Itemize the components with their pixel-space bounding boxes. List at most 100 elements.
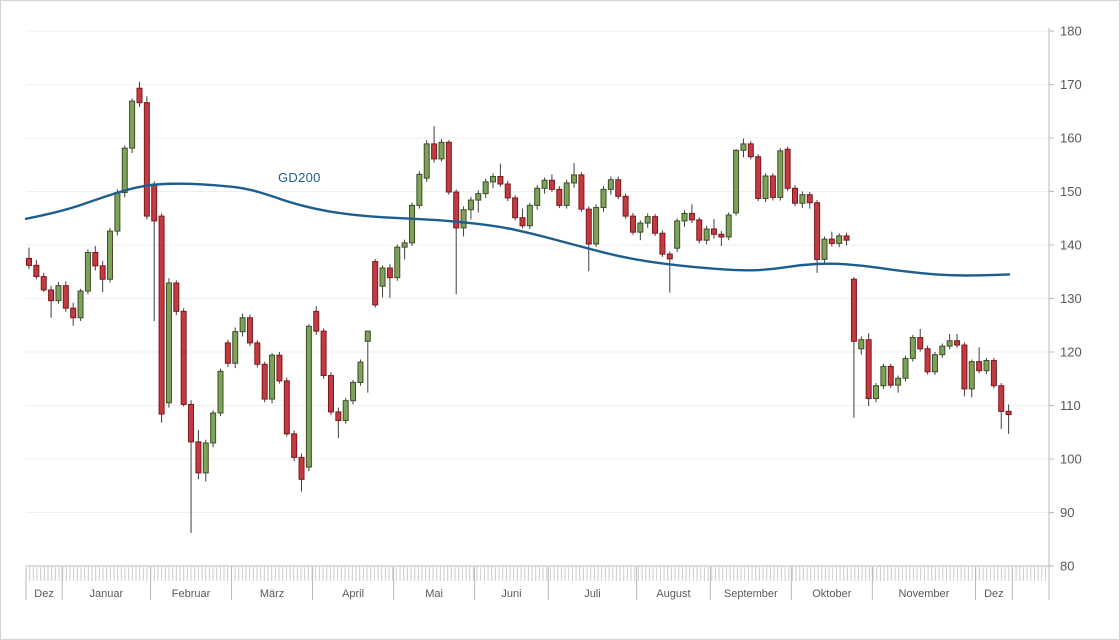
y-tick-label: 170	[1060, 77, 1082, 92]
candle-down	[548, 179, 555, 190]
candle-up	[821, 238, 828, 260]
candle-down	[188, 403, 195, 443]
candle-down	[99, 265, 106, 280]
candle-up	[342, 400, 349, 421]
candle-up	[121, 147, 128, 194]
candle-down	[784, 148, 791, 189]
candle-up	[880, 365, 887, 387]
candle-up	[541, 179, 548, 189]
candle-up	[217, 370, 224, 414]
candle-up	[350, 381, 357, 402]
candle-up	[416, 173, 423, 206]
candle-up	[357, 361, 364, 383]
candle-down	[143, 102, 150, 217]
candle-up	[836, 235, 843, 244]
y-axis: 80 90 100 110 120 130 140 150 160 170 180	[1048, 24, 1082, 600]
candle-up	[394, 246, 401, 279]
candle-down	[512, 197, 519, 219]
candle-down	[151, 183, 158, 222]
candle-down	[283, 380, 290, 435]
candle-up	[490, 176, 497, 183]
candle-up	[269, 354, 276, 400]
candle-up	[438, 141, 445, 160]
candle-up	[725, 214, 732, 238]
y-tick-label: 80	[1060, 559, 1074, 574]
y-tick-label: 140	[1060, 238, 1082, 253]
candle-up	[563, 182, 570, 206]
candle-up	[409, 204, 416, 244]
candle-down	[710, 228, 717, 235]
candle-down	[224, 342, 231, 364]
month-label: März	[260, 588, 284, 600]
candle-down	[453, 191, 460, 229]
candle-down	[291, 433, 298, 458]
candle-up	[607, 179, 614, 190]
candle-up	[114, 192, 121, 232]
candle-up	[77, 290, 84, 319]
candle-down	[769, 175, 776, 198]
candle-down	[792, 187, 799, 204]
candle-down	[276, 354, 283, 382]
candle-down	[615, 179, 622, 197]
candle-up	[674, 220, 681, 249]
candle-down	[666, 253, 673, 260]
month-label: Mai	[425, 588, 443, 600]
candle-down	[961, 344, 968, 390]
gd200-line	[24, 182, 1011, 277]
candle-up	[968, 361, 975, 390]
candle-up	[239, 317, 246, 333]
candle-down	[696, 219, 703, 241]
candle-down	[62, 285, 69, 309]
candle-up	[379, 267, 386, 287]
candle-down	[33, 264, 40, 278]
candle-up	[460, 209, 467, 229]
candle-up	[202, 442, 209, 474]
candle-down	[386, 267, 393, 279]
candle-down	[70, 307, 77, 319]
candle-up	[740, 143, 747, 151]
candle-down	[136, 87, 143, 104]
candle-down	[48, 289, 55, 302]
candle-down	[158, 215, 165, 415]
candle-up	[475, 193, 482, 201]
month-label: Juli	[584, 588, 601, 600]
moving-average-path	[24, 182, 1011, 277]
candle-down	[865, 339, 872, 400]
candle-down	[173, 282, 180, 312]
candle-up	[526, 204, 533, 227]
candle-up	[762, 175, 769, 199]
candle-down	[26, 257, 32, 266]
candle-down	[629, 215, 636, 233]
candle-down	[497, 176, 504, 185]
candle-down	[335, 411, 342, 421]
candle-up	[364, 330, 371, 342]
month-label: September	[724, 588, 778, 600]
candle-up	[895, 377, 902, 386]
candle-up	[534, 187, 541, 206]
month-label: April	[342, 588, 364, 600]
candle-down	[954, 340, 961, 346]
candle-up	[232, 331, 239, 364]
y-tick-label: 120	[1060, 345, 1082, 360]
candle-up	[909, 337, 916, 359]
candles-layer	[26, 81, 1012, 533]
month-label: Februar	[172, 588, 211, 600]
candle-up	[858, 339, 865, 350]
month-label: August	[656, 588, 690, 600]
candle-up	[873, 385, 880, 400]
candle-up	[946, 340, 953, 347]
candle-down	[372, 261, 379, 306]
candle-down	[40, 276, 47, 291]
candle-down	[180, 310, 187, 405]
candle-down	[320, 330, 327, 377]
candle-down	[261, 363, 268, 400]
gd200-indicator-label: GD200	[278, 170, 321, 185]
candle-up	[983, 360, 990, 372]
candle-down	[1005, 410, 1012, 416]
candle-down	[917, 337, 924, 350]
candle-down	[887, 365, 894, 386]
candle-up	[939, 345, 946, 356]
month-label: Dez	[34, 588, 54, 600]
candle-up	[703, 228, 710, 241]
